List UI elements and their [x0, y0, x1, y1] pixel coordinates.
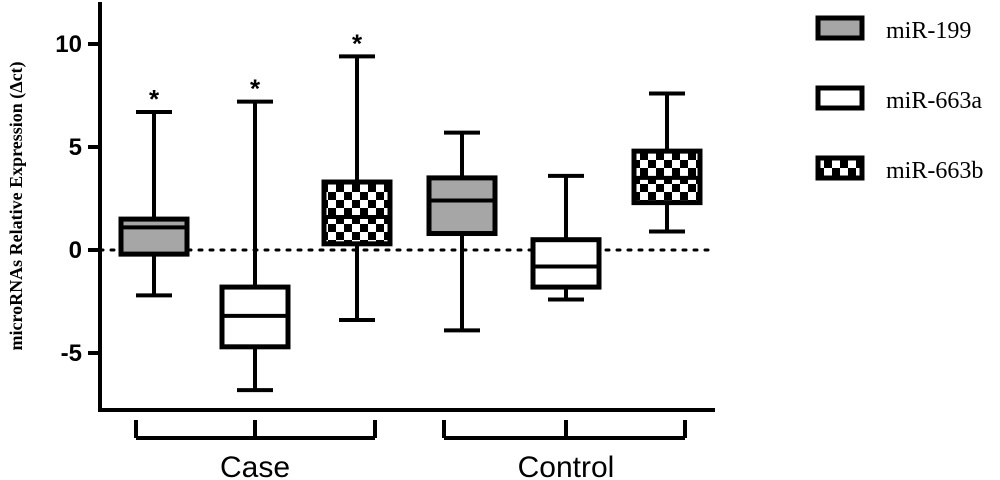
box-iqr [426, 175, 498, 237]
legend-label: miR-199 [886, 18, 971, 44]
box-case-mir-663b: * [321, 28, 393, 323]
legend-item-mir-199: miR-199 [815, 15, 971, 44]
y-axis-label: microRNAs Relative Expression (Δct) [6, 61, 27, 350]
box-case-mir-199: * [118, 84, 190, 298]
significance-marker: * [250, 74, 261, 104]
y-tick-label: 0 [69, 237, 82, 264]
box-control-mir-199 [426, 130, 498, 333]
bracket-control: Control [442, 420, 687, 480]
group-brackets: Case Control [134, 420, 687, 480]
significance-marker: * [352, 28, 363, 58]
plot-area: * * * [98, 28, 717, 393]
box-case-mir-663a: * [219, 74, 291, 393]
box-iqr [118, 216, 190, 257]
legend-item-mir-663a: miR-663a [815, 85, 982, 114]
legend-swatch [815, 15, 865, 41]
legend-label: miR-663a [886, 88, 982, 114]
legend-item-mir-663b: miR-663b [815, 155, 983, 184]
significance-marker: * [149, 84, 160, 114]
box-control-mir-663b [631, 91, 703, 234]
bracket-case: Case [134, 420, 377, 480]
box-iqr [321, 179, 393, 247]
legend-label: miR-663b [886, 158, 983, 184]
y-tick-label: 5 [69, 134, 82, 161]
box-iqr [530, 237, 602, 290]
y-tick-label: 10 [55, 31, 82, 58]
legend-swatch [815, 85, 865, 111]
legend: miR-199 miR-663a miR-663b [815, 15, 983, 184]
y-tick-label: -5 [61, 340, 82, 367]
group-label-case: Case [220, 451, 290, 480]
box-control-mir-663a [530, 173, 602, 302]
legend-swatch [815, 155, 865, 181]
axes: -5 0 5 10 microRNAs Relative Expression (Δct… [6, 2, 715, 412]
group-label-control: Control [518, 451, 615, 480]
